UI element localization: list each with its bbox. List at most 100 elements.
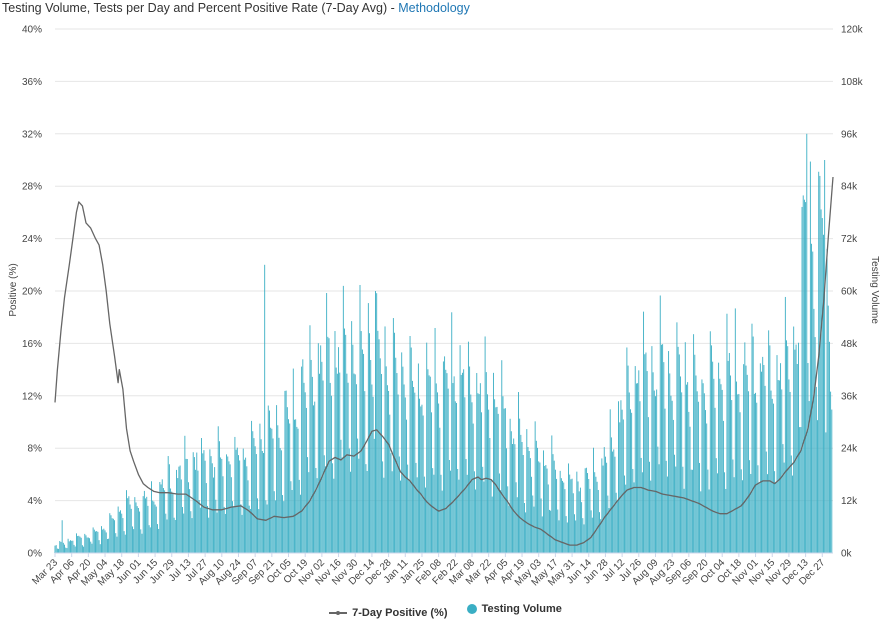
- testing-volume-bar: [111, 518, 113, 553]
- testing-volume-bar: [828, 341, 830, 553]
- testing-volume-bar: [295, 419, 297, 553]
- testing-volume-bar: [425, 487, 426, 553]
- testing-volume-bar: [249, 508, 251, 553]
- testing-volume-bar: [733, 477, 735, 553]
- testing-volume-bar: [784, 296, 786, 553]
- testing-volume-bar: [378, 339, 380, 553]
- testing-volume-bar: [724, 472, 726, 553]
- testing-volume-bar: [92, 527, 94, 553]
- testing-volume-bar: [123, 531, 125, 553]
- testing-volume-bar: [776, 355, 778, 553]
- testing-volume-bar: [323, 455, 325, 553]
- testing-volume-bar: [507, 486, 509, 553]
- testing-volume-bar: [751, 323, 753, 553]
- testing-volume-bar: [546, 468, 548, 553]
- testing-volume-bar: [622, 419, 624, 553]
- testing-volume-bar: [697, 401, 699, 553]
- testing-volume-bar: [452, 383, 454, 553]
- testing-volume-bar: [95, 531, 96, 553]
- testing-volume-bar: [390, 453, 392, 553]
- left-tick-label: 16%: [22, 339, 42, 350]
- testing-volume-bar: [56, 548, 58, 553]
- testing-volume-bar: [101, 526, 102, 553]
- testing-volume-bar: [702, 383, 704, 553]
- testing-volume-bar: [369, 333, 370, 553]
- testing-volume-bar: [239, 460, 241, 553]
- legend-item-positive[interactable]: 7-Day Positive (%): [329, 607, 448, 619]
- testing-volume-bar: [186, 458, 188, 553]
- testing-volume-bar: [372, 396, 374, 553]
- testing-volume-bar: [799, 427, 801, 553]
- testing-volume-bar: [301, 366, 303, 553]
- testing-volume-bar: [655, 396, 656, 553]
- testing-volume-bar: [678, 354, 680, 553]
- testing-volume-bar: [130, 508, 132, 553]
- testing-volume-bar: [551, 435, 553, 553]
- testing-volume-bar: [235, 449, 237, 553]
- testing-volume-bar: [137, 507, 139, 553]
- combo-chart: 0% 4% 8% 12% 16% 20% 24% 28% 32% 36% 40% 0k 12k 24k 3…: [8, 25, 880, 589]
- testing-volume-bar: [379, 358, 381, 553]
- testing-volume-bar: [557, 509, 559, 553]
- testing-volume-bar: [269, 410, 270, 553]
- testing-volume-bar: [357, 438, 359, 553]
- testing-volume-bar: [264, 264, 266, 553]
- testing-volume-bar: [81, 545, 83, 553]
- testing-volume-bar: [682, 466, 684, 553]
- testing-volume-bar: [589, 488, 591, 553]
- testing-volume-bar: [693, 334, 695, 553]
- testing-volume-bar: [108, 538, 110, 553]
- testing-volume-bar: [240, 504, 242, 553]
- testing-volume-bar: [142, 496, 144, 553]
- testing-volume-bar: [727, 360, 729, 553]
- testing-volume-bar: [134, 497, 136, 553]
- testing-volume-bar: [528, 451, 530, 553]
- testing-volume-bar: [189, 489, 191, 553]
- testing-volume-bar: [58, 548, 60, 553]
- testing-volume-bar: [416, 477, 418, 553]
- legend-item-testing[interactable]: Testing Volume: [466, 603, 562, 615]
- testing-volume-bar: [247, 480, 249, 553]
- testing-volume-bar: [236, 447, 238, 553]
- testing-volume-bar: [448, 459, 450, 553]
- testing-volume-bar: [198, 500, 200, 553]
- testing-volume-bar: [601, 458, 603, 553]
- testing-volume-bar: [373, 438, 375, 553]
- testing-volume-bar: [550, 510, 552, 553]
- testing-volume-bar: [503, 408, 505, 553]
- testing-volume-bar: [441, 490, 443, 553]
- testing-volume-bar: [533, 506, 535, 553]
- testing-volume-bar: [65, 547, 67, 553]
- testing-volume-bar: [73, 544, 75, 553]
- testing-volume-bar: [260, 439, 262, 553]
- testing-volume-bar: [770, 390, 772, 553]
- testing-volume-bar: [179, 465, 181, 553]
- testing-volume-bar: [765, 451, 767, 553]
- testing-volume-bar: [719, 378, 721, 553]
- testing-volume-bar: [79, 536, 81, 553]
- testing-volume-bar: [266, 504, 268, 553]
- testing-volume-bar: [501, 360, 503, 553]
- testing-volume-bar: [466, 474, 468, 553]
- testing-volume-bar: [352, 344, 354, 553]
- right-tick-label: 24k: [841, 444, 858, 455]
- testing-volume-bar: [556, 478, 558, 553]
- testing-volume-bar: [769, 345, 771, 553]
- testing-volume-bar: [666, 476, 668, 553]
- testing-volume-bar: [681, 392, 683, 553]
- testing-volume-bar: [510, 431, 512, 553]
- testing-volume-bar: [414, 392, 416, 553]
- testing-volume-bar: [806, 133, 808, 554]
- testing-volume-bar: [216, 512, 218, 553]
- methodology-link[interactable]: Methodology: [398, 1, 470, 15]
- testing-volume-bar: [684, 342, 686, 553]
- testing-volume-bar: [61, 520, 63, 553]
- testing-volume-bar: [668, 351, 670, 553]
- testing-volume-bar: [653, 390, 655, 553]
- testing-volume-bar: [162, 488, 164, 553]
- testing-volume-bar: [309, 325, 311, 553]
- testing-volume-bar: [531, 476, 533, 553]
- testing-volume-bar: [543, 450, 544, 553]
- left-axis: 0% 4% 8% 12% 16% 20% 24% 28% 32% 36% 40%: [22, 25, 42, 560]
- testing-volume-bar: [314, 401, 316, 553]
